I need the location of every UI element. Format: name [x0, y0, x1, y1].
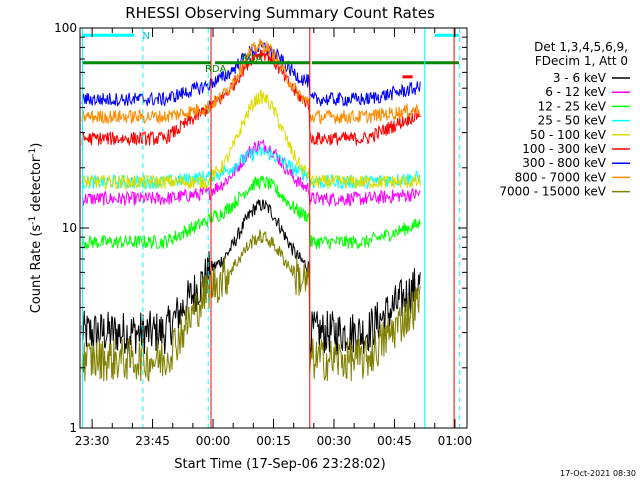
x-tick-label: 00:15 — [256, 434, 291, 448]
legend-entry-label: 50 - 100 keV — [530, 128, 607, 142]
legend-entry-label: 6 - 12 keV — [545, 85, 607, 99]
legend: Det 1,3,4,5,6,9, FDecim 1, Att 0 3 - 6 k… — [499, 40, 630, 199]
series-line-7000-15000keV — [81, 228, 421, 383]
y-tick-label: 1 — [69, 421, 77, 435]
x-tick-label: 01:00 — [438, 434, 473, 448]
y-axis-label-sup2: -1 — [28, 148, 38, 157]
x-tick-label: 00:00 — [196, 434, 231, 448]
chart-title: RHESSI Observing Summary Count Rates — [125, 4, 435, 22]
legend-header-line-2: FDecim 1, Att 0 — [535, 54, 628, 68]
annotation-label: RDA — [205, 64, 226, 75]
y-tick-label: 100 — [54, 21, 77, 35]
y-axis-label-sup1: -1 — [28, 216, 38, 225]
legend-entry-label: 100 - 300 keV — [522, 142, 606, 156]
generation-timestamp: 17-Oct-2021 08:30 — [560, 469, 636, 478]
x-tick-label: 23:30 — [75, 434, 110, 448]
legend-entry-label: 800 - 7000 keV — [515, 170, 607, 184]
y-axis-label: Count Rate (s-1 detector-1) — [28, 143, 44, 314]
x-axis-label: Start Time (17-Sep-06 23:28:02) — [174, 457, 385, 472]
y-axis: 1 10 100 — [54, 21, 467, 435]
series-line-50-100keV — [81, 89, 421, 191]
y-tick-label: 10 — [62, 221, 77, 235]
annotation-label: RDA — [241, 54, 262, 65]
x-tick-label: 00:30 — [317, 434, 352, 448]
x-axis: 23:30 23:45 00:00 00:15 00:30 00:45 01:00 — [75, 28, 472, 448]
legend-entry-label: 3 - 6 keV — [553, 71, 607, 85]
series-line-800-7000keV — [81, 38, 421, 125]
legend-entry-label: 25 - 50 keV — [538, 114, 607, 128]
legend-entry-label: 300 - 800 keV — [522, 156, 606, 170]
y-axis-label-mid: detector — [29, 156, 44, 216]
series-line-100-300keV — [81, 49, 421, 146]
y-axis-label-main: Count Rate (s — [29, 225, 44, 314]
series-line-12-25keV — [81, 175, 421, 250]
y-axis-label-end: ) — [29, 143, 44, 148]
legend-header-line-1: Det 1,3,4,5,6,9, — [534, 40, 628, 54]
annotation-label: N — [142, 31, 149, 42]
series-layer — [81, 38, 421, 383]
x-tick-label: 23:45 — [135, 434, 170, 448]
x-tick-label: 00:45 — [377, 434, 412, 448]
legend-entry-label: 7000 - 15000 keV — [499, 185, 606, 199]
series-line-3-6keV — [81, 199, 421, 356]
legend-entry-label: 12 - 25 keV — [538, 99, 607, 113]
